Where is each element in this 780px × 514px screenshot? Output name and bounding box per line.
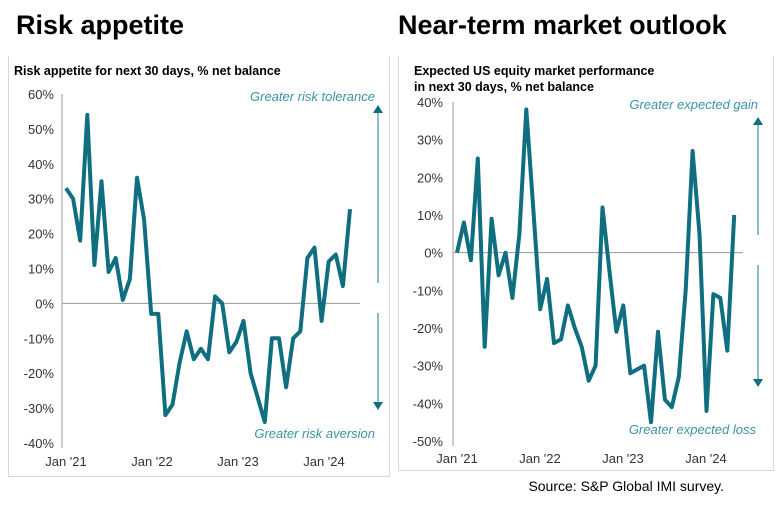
y-tick-label: -10% <box>413 283 444 298</box>
x-tick-label: Jan '22 <box>131 454 173 469</box>
y-tick-label: 10% <box>28 262 54 277</box>
right-chart-frame <box>398 56 774 471</box>
y-tick-label: -40% <box>24 436 55 451</box>
arrow-down-icon <box>753 379 763 387</box>
x-tick-label: Jan '21 <box>45 454 87 469</box>
annotation-bottom: Greater risk aversion <box>254 426 375 441</box>
annotation-top: Greater expected gain <box>629 97 758 112</box>
series-line <box>455 107 737 425</box>
y-tick-label: 40% <box>28 157 54 172</box>
chart-title: Expected US equity market performance <box>414 64 654 78</box>
y-tick-label: 0% <box>35 296 54 311</box>
y-tick-label: -40% <box>413 396 444 411</box>
y-tick-label: -10% <box>24 331 55 346</box>
annotation-top: Greater risk tolerance <box>250 89 375 104</box>
left-chart-frame <box>8 56 390 477</box>
y-tick-label: 60% <box>28 87 54 102</box>
chart-title: Risk appetite for next 30 days, % net ba… <box>14 64 281 78</box>
y-tick-label: 50% <box>28 122 54 137</box>
left-heading: Risk appetite <box>16 10 185 40</box>
arrow-down-icon <box>373 402 383 410</box>
y-tick-label: -30% <box>413 359 444 374</box>
x-tick-label: Jan '23 <box>217 454 259 469</box>
x-tick-label: Jan '21 <box>436 451 478 466</box>
x-tick-label: Jan '22 <box>519 451 561 466</box>
arrow-up-icon <box>753 117 763 125</box>
y-tick-label: 40% <box>417 95 443 110</box>
y-tick-label: -50% <box>413 434 444 449</box>
x-tick-label: Jan '24 <box>303 454 345 469</box>
y-tick-label: 30% <box>417 133 443 148</box>
x-tick-label: Jan '24 <box>685 451 727 466</box>
y-tick-label: 10% <box>417 208 443 223</box>
chart-title: in next 30 days, % net balance <box>414 80 594 94</box>
y-tick-label: 30% <box>28 192 54 207</box>
right-heading: Near-term market outlook <box>398 10 727 40</box>
y-tick-label: -30% <box>24 401 55 416</box>
source-note: Source: S&P Global IMI survey. <box>528 478 724 494</box>
y-tick-label: -20% <box>413 321 444 336</box>
arrow-up-icon <box>373 105 383 113</box>
annotation-bottom: Greater expected loss <box>629 422 757 437</box>
y-tick-label: 0% <box>424 246 443 261</box>
series-line <box>64 112 352 425</box>
y-tick-label: 20% <box>417 170 443 185</box>
y-tick-label: -20% <box>24 366 55 381</box>
y-tick-label: 20% <box>28 227 54 242</box>
x-tick-label: Jan '23 <box>602 451 644 466</box>
